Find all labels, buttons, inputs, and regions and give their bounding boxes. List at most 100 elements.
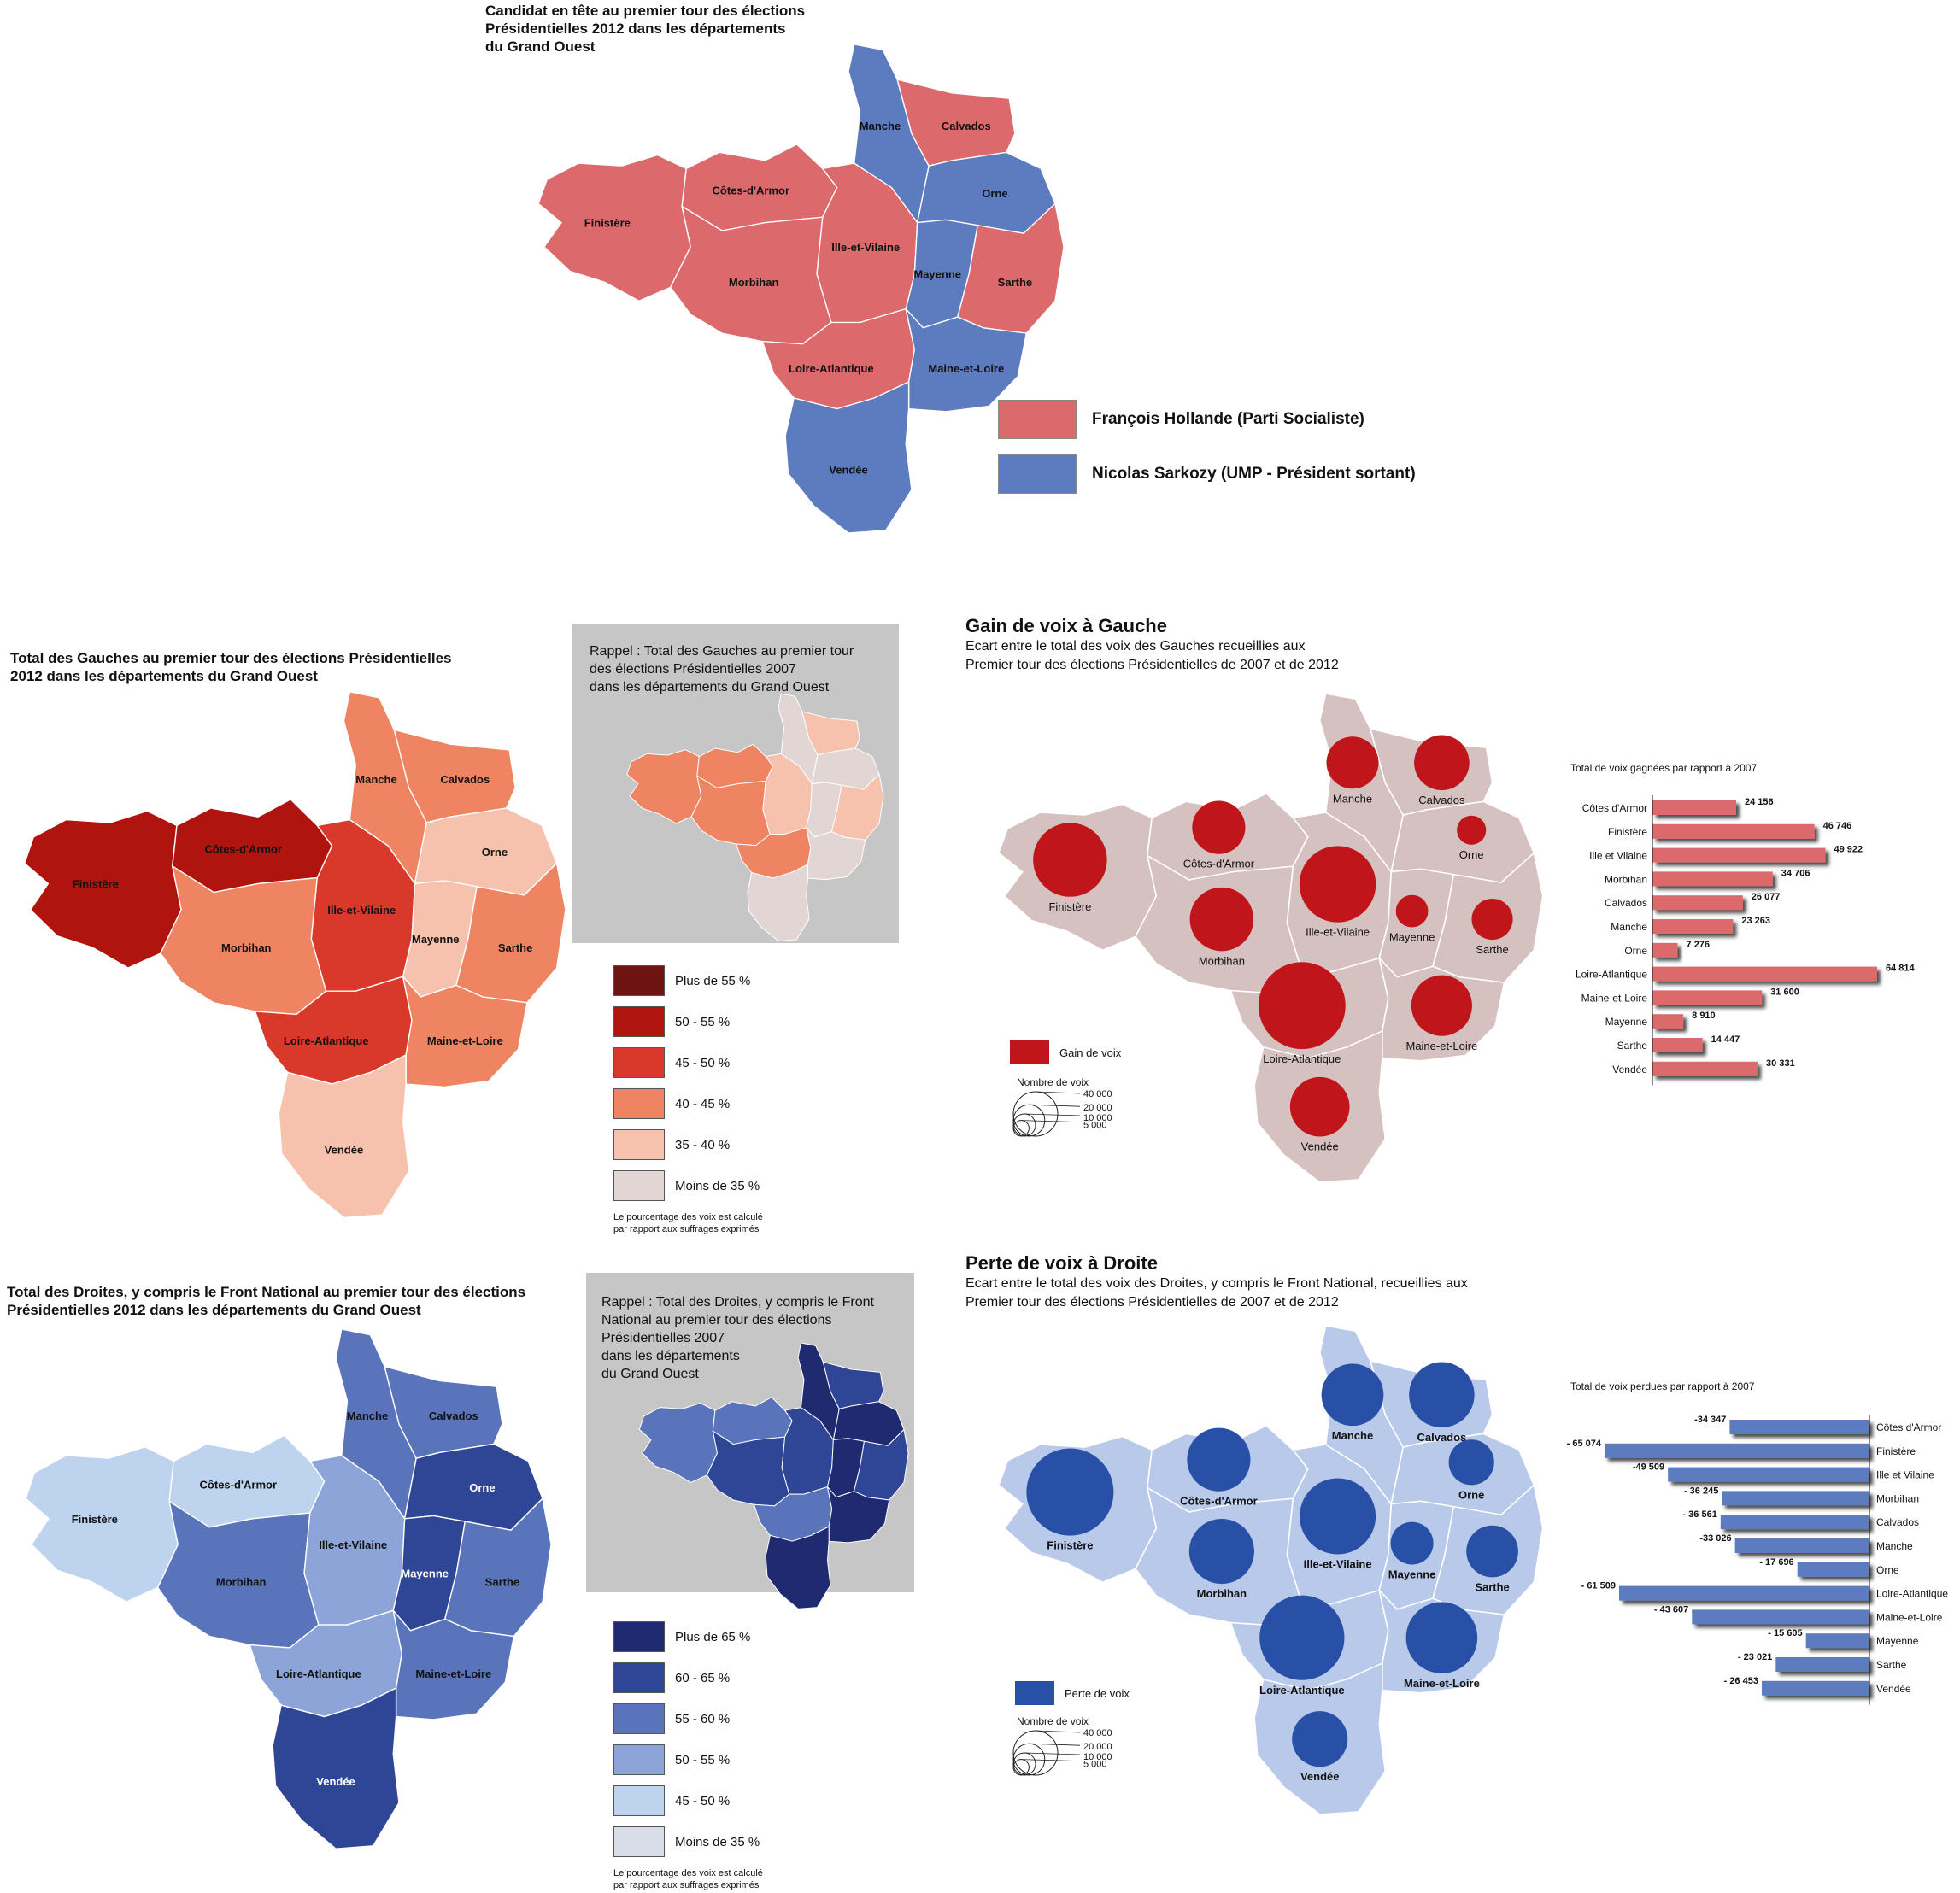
map-gauche-2007 [626,693,884,942]
map-gain-bubble-orne [1457,815,1487,845]
perte-bar-category: Vendée [1876,1683,1911,1695]
map-gain-label-ille: Ille-et-Vilaine [1306,926,1370,939]
gain-bar-category: Manche [1611,921,1647,933]
droite-legend-item: 50 - 55 % [613,1744,730,1775]
map-perte-label-ille: Ille-et-Vilaine [1304,1558,1372,1571]
legend-hollande-swatch [998,400,1077,439]
perte-nombre-label: Nombre de voix [1017,1715,1089,1727]
gain-bar-value: 64 814 [1886,964,1916,974]
map-droite07-dept-finistere [638,1403,718,1483]
map-gauche-dept-sarthe [455,862,566,1004]
map1-title: Candidat en tête au premier tour des éle… [485,3,806,55]
perte-title: Perte de voix à Droite [965,1252,1158,1274]
gauche-legend-swatch [613,1006,665,1037]
map-droite-label-ille: Ille-et-Vilaine [319,1538,387,1551]
map-gain-label-manche: Manche [1333,792,1372,805]
map-gain-bubble-vendee [1289,1076,1350,1137]
droite-legend-label: 60 - 65 % [675,1670,731,1685]
droite-legend-item: 55 - 60 % [613,1703,730,1734]
gain-bar [1652,800,1736,815]
map-droite-label-sarthe: Sarthe [485,1576,519,1589]
perte-bar [1761,1680,1869,1696]
map1-label-sarthe: Sarthe [998,276,1032,289]
map-gauche-label-loire: Loire-Atlantique [284,1034,369,1047]
gain-bar-value: 8 910 [1692,1011,1716,1021]
gain-bar-category: Ille et Vilaine [1589,850,1647,862]
map-droite-label-maine: Maine-et-Loire [415,1667,491,1680]
map-droite07-dept-sarthe [853,1428,909,1501]
map-gauche07-dept-vendee [747,864,810,942]
scale-gain-leader [1035,1091,1081,1094]
map-perte-label-morbihan: Morbihan [1197,1587,1247,1600]
map-gain-gauche: Finistère Côtes-d'Armor Morbihan Ille-et-Vi… [998,693,1544,1183]
gain-bar-category: Vendée [1612,1064,1647,1075]
map-gauche-label-orne: Orne [482,846,508,859]
perte-bar-category: Sarthe [1876,1659,1907,1671]
gauche-legend-label: 35 - 40 % [675,1137,731,1152]
droite-legend-label: 50 - 55 % [675,1752,731,1767]
perte-bar [1805,1633,1869,1649]
gain-bar-value: 24 156 [1745,797,1774,807]
perte-bar [1729,1420,1869,1434]
map-perte-bubble-sarthe [1466,1525,1518,1578]
perte-bar-chart: Côtes d'Armor -34 347 Finistère - 65 074 Ill… [1567,1415,1948,1705]
scale-gain-leader [1021,1120,1081,1122]
map-gauche-label-morbihan: Morbihan [221,941,272,954]
perte-bar-value: - 36 245 [1684,1486,1718,1496]
perte-bar-category: Calvados [1876,1516,1919,1528]
map1-label-calvados: Calvados [942,120,991,132]
map-gain-bubble-morbihan [1189,887,1254,952]
map-gauche-label-mayenne: Mayenne [412,933,460,946]
gauche-legend-swatch [613,1047,665,1078]
map-perte-bubble-manche [1321,1363,1384,1427]
droite-legend-swatch [613,1785,665,1816]
map-perte-bubble-loire [1259,1595,1345,1680]
gauche-legend-label: Moins de 35 % [675,1178,760,1193]
droite-legend-swatch [613,1744,665,1775]
scale-gain-value: 10 000 [1083,1113,1112,1123]
map1-dept-maine [905,308,1028,413]
map-gain-label-loire: Loire-Atlantique [1263,1052,1341,1065]
perte-bar [1618,1585,1869,1601]
perte-bar [1722,1491,1869,1506]
scale-perte-value: 20 000 [1083,1742,1112,1752]
map-droite-label-morbihan: Morbihan [216,1576,267,1589]
map-droite-label-finistere: Finistère [72,1513,118,1526]
map-gain-label-cotes: Côtes-d'Armor [1183,858,1255,870]
map-perte-bubble-maine [1405,1602,1478,1673]
gauche-legend-label: Plus de 55 % [675,973,751,988]
map-droite-label-vendee: Vendée [316,1775,355,1788]
map-gauche07-dept-morbihan [690,775,771,847]
legend-sarkozy-label: Nicolas Sarkozy (UMP - Président sortant… [1092,465,1416,483]
gain-bar-category: Orne [1624,945,1647,957]
perte-bar-category: Loire-Atlantique [1876,1588,1948,1600]
map-gauche-label-finistere: Finistère [73,877,119,890]
perte-bar [1775,1657,1869,1672]
map-droite-label-loire: Loire-Atlantique [276,1667,361,1680]
map-perte-bubble-calvados [1409,1362,1475,1428]
map1-label-ille: Ille-et-Vilaine [831,241,900,254]
map-gain-bubble-mayenne [1395,894,1429,928]
gauche-legend-swatch [613,1129,665,1160]
perte-bar-value: - 17 696 [1759,1557,1793,1568]
scale-gain-leader [1024,1113,1081,1116]
gain-bar-value: 46 746 [1823,821,1852,831]
scale-perte-leader [1035,1730,1081,1733]
scale-perte-value: 5 000 [1083,1760,1107,1770]
map1-label-loire: Loire-Atlantique [789,362,874,375]
droite-legend-label: Moins de 35 % [675,1834,760,1849]
legend-hollande: François Hollande (Parti Socialiste) [998,400,1364,439]
gauche-legend-item: 50 - 55 % [613,1006,730,1037]
map-gauche-label-calvados: Calvados [440,773,490,786]
map-gauche07-dept-finistere [626,749,702,824]
gain-bar-value: 30 331 [1766,1058,1795,1069]
map-gauche-dept-morbihan [160,865,327,1016]
map-gain-bubble-sarthe [1471,899,1513,941]
perte-bar-value: - 15 605 [1768,1628,1802,1638]
gain-bar-value: 26 077 [1752,892,1781,902]
droite-legend-item: Moins de 35 % [613,1826,760,1857]
map1-label-manche: Manche [860,120,901,132]
map-perte-label-mayenne: Mayenne [1388,1568,1436,1581]
gauche-legend-item: 40 - 45 % [613,1088,730,1119]
